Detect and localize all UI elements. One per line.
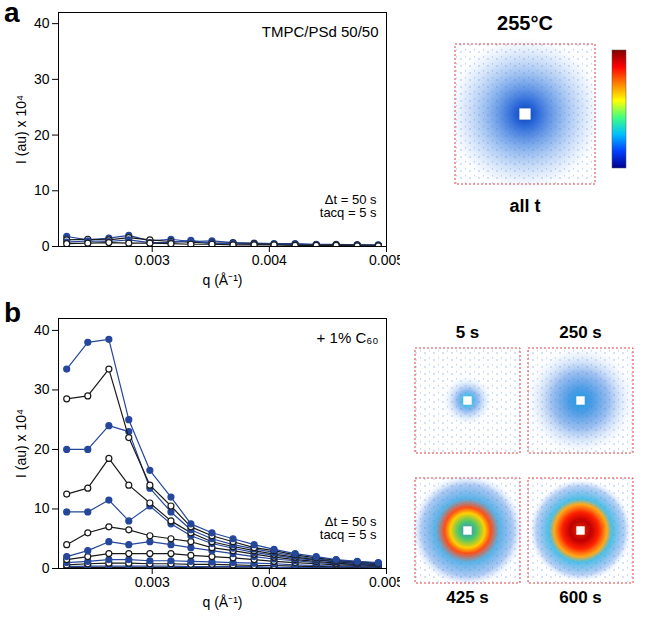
svg-text:0.004: 0.004: [252, 574, 287, 590]
svg-text:250 s: 250 s: [559, 323, 602, 342]
svg-text:+ 1% C₆₀: + 1% C₆₀: [317, 329, 379, 346]
svg-text:Δt = 50 stacq = 5 s: Δt = 50 stacq = 5 s: [320, 514, 377, 542]
svg-text:0.005: 0.005: [369, 574, 400, 590]
svg-text:0: 0: [42, 238, 50, 254]
svg-text:I (au) x 10⁴: I (au) x 10⁴: [13, 95, 29, 164]
svg-text:q (Å⁻¹): q (Å⁻¹): [203, 272, 243, 288]
svg-text:all t: all t: [509, 196, 540, 216]
svg-text:30: 30: [34, 71, 50, 87]
svg-text:255°C: 255°C: [497, 12, 553, 34]
svg-text:40: 40: [34, 15, 50, 31]
svg-text:30: 30: [34, 381, 50, 397]
svg-text:0.003: 0.003: [135, 574, 170, 590]
svg-text:20: 20: [34, 441, 50, 457]
svg-text:Δt = 50 stacq = 5 s: Δt = 50 stacq = 5 s: [320, 192, 377, 220]
svg-text:0.003: 0.003: [135, 252, 170, 268]
svg-text:0.005: 0.005: [369, 252, 400, 268]
svg-text:600 s: 600 s: [559, 588, 602, 607]
svg-text:10: 10: [34, 182, 50, 198]
svg-text:20: 20: [34, 127, 50, 143]
svg-text:TMPC/PSd 50/50: TMPC/PSd 50/50: [262, 23, 379, 40]
svg-text:5 s: 5 s: [456, 323, 480, 342]
svg-text:40: 40: [34, 322, 50, 338]
svg-text:I (au) x 10⁴: I (au) x 10⁴: [13, 409, 29, 478]
svg-text:q (Å⁻¹): q (Å⁻¹): [203, 594, 243, 610]
svg-text:10: 10: [34, 500, 50, 516]
svg-text:425 s: 425 s: [446, 588, 489, 607]
html-text:b: b: [4, 297, 22, 328]
svg-text:0.004: 0.004: [252, 252, 287, 268]
svg-text:0: 0: [42, 560, 50, 576]
